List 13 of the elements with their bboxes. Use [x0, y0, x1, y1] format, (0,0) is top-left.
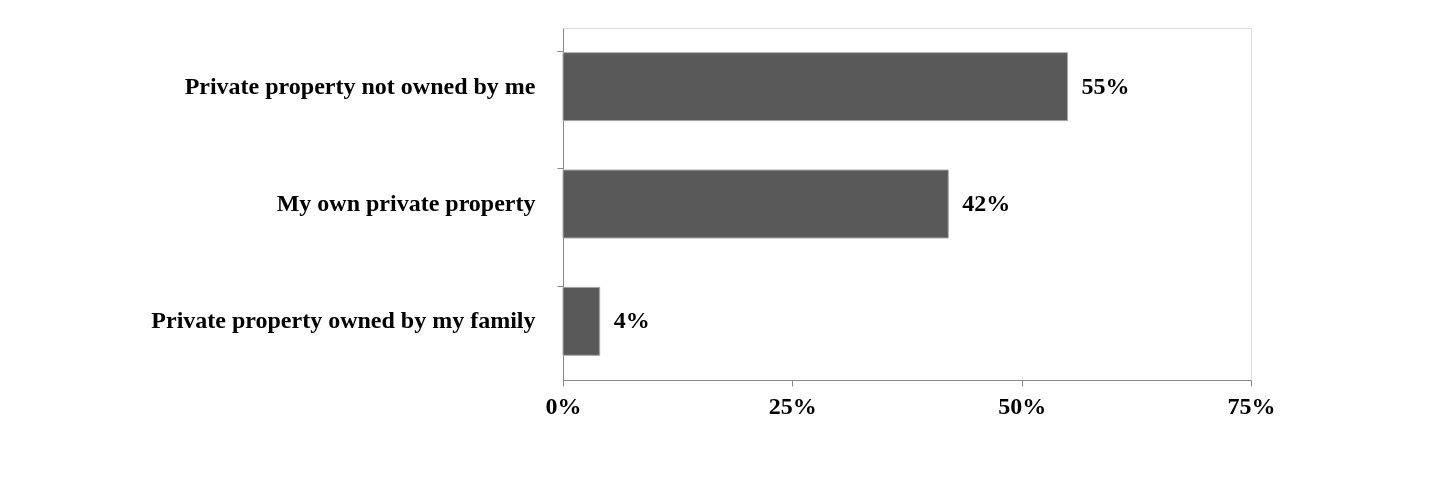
bar: [562, 169, 949, 239]
data-label: 4%: [613, 307, 650, 334]
bar: [562, 52, 1069, 122]
x-tick-label: 0%: [545, 392, 582, 419]
data-label: 55%: [1081, 72, 1130, 99]
y-tick-label: Private property not owned by me: [184, 72, 536, 99]
y-tick-label: Private property owned by my family: [151, 307, 536, 334]
y-tick-label: My own private property: [276, 190, 536, 216]
x-tick-label: 75%: [1227, 392, 1276, 419]
bar: [562, 286, 601, 356]
x-tick-label: 25%: [768, 392, 817, 419]
data-label: 42%: [962, 190, 1011, 216]
x-tick-label: 50%: [998, 392, 1047, 419]
